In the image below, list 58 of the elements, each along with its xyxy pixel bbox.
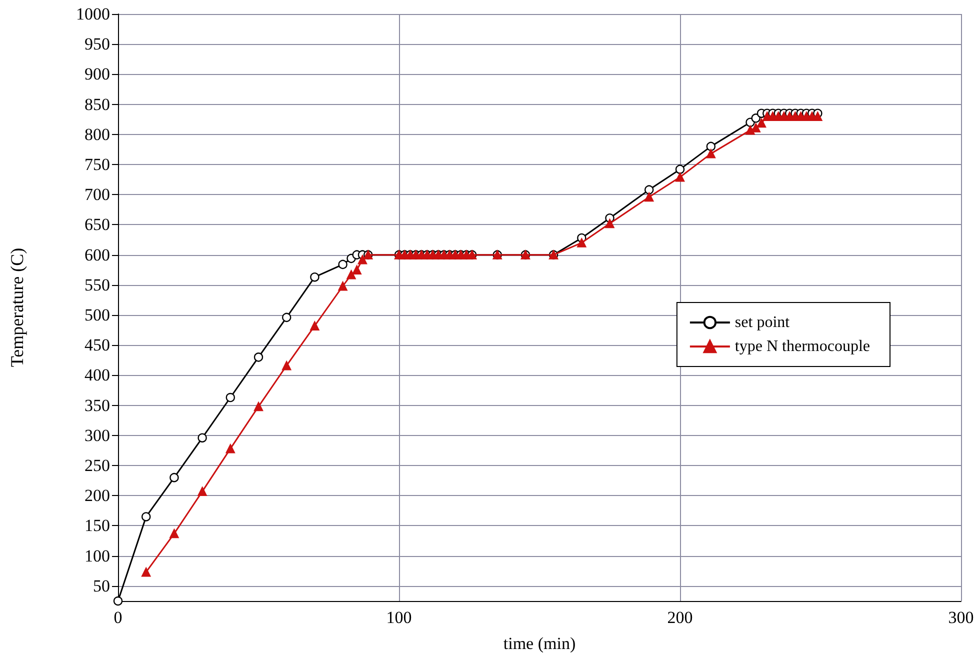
point (226, 392, 235, 402)
point (198, 486, 207, 496)
point (751, 114, 760, 123)
legend-label: set point (734, 314, 790, 331)
point (675, 172, 685, 182)
point (254, 352, 264, 362)
y-tick-label: 400 (84, 366, 110, 385)
y-tick-label: 50 (93, 576, 110, 596)
y-tick-label: 900 (84, 64, 110, 84)
y-tick-label: 650 (84, 215, 110, 234)
point (577, 238, 586, 248)
y-tick-label: 100 (84, 546, 110, 566)
point (282, 312, 292, 322)
y-tick-label: 450 (84, 336, 110, 355)
point (675, 164, 685, 174)
y-tick-label: 550 (84, 275, 110, 294)
point (706, 149, 716, 158)
x-tick-label: 100 (386, 608, 412, 627)
x-tick-label: 200 (667, 608, 693, 627)
y-tick-label: 800 (84, 124, 110, 144)
point (346, 270, 356, 280)
point (113, 596, 123, 606)
y-tick-label: 850 (84, 94, 110, 114)
y-tick-label: 200 (84, 486, 110, 506)
point (170, 472, 179, 482)
point (605, 218, 614, 228)
point (644, 192, 654, 202)
y-tick-label: 600 (84, 245, 110, 264)
point (198, 433, 207, 442)
y-tick-label: 750 (84, 155, 110, 174)
point (254, 402, 264, 412)
legend-label: type N thermocouple (734, 338, 870, 355)
y-tick-label: 950 (84, 34, 110, 54)
point (358, 255, 368, 264)
point (226, 444, 235, 454)
y-axis-title: Temperature (C) (7, 248, 27, 368)
point (142, 512, 151, 522)
point (706, 142, 716, 152)
point (170, 528, 179, 538)
point (310, 321, 320, 330)
y-tick-label: 350 (84, 396, 110, 415)
point (644, 185, 654, 194)
point (338, 282, 348, 291)
y-tick-label: 700 (84, 185, 110, 204)
y-tick-label: 1000 (76, 4, 110, 24)
point (352, 265, 362, 274)
point (142, 568, 151, 577)
y-tick-label: 500 (84, 306, 110, 325)
point (310, 272, 320, 282)
point (338, 260, 348, 270)
y-tick-label: 300 (84, 426, 110, 445)
point (756, 118, 766, 128)
x-tick-label: 0 (114, 608, 122, 627)
y-tick-label: 150 (84, 516, 110, 536)
x-tick-label: 300 (948, 608, 974, 627)
point (282, 361, 292, 370)
y-tick-label: 250 (84, 456, 110, 476)
x-axis-title: time (min) (503, 634, 576, 653)
